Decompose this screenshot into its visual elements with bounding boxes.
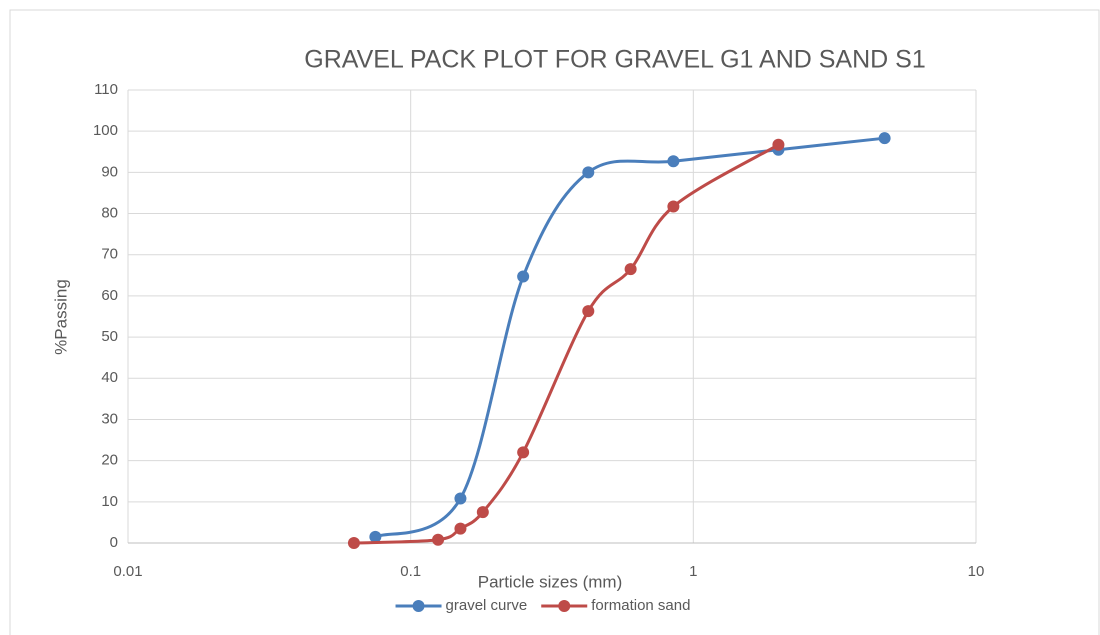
- y-tick-label: 10: [101, 493, 118, 510]
- data-point: [878, 132, 891, 145]
- x-tick-label: 0.01: [113, 563, 142, 580]
- y-tick-label: 80: [101, 205, 118, 222]
- y-tick-label: 20: [101, 452, 118, 469]
- legend-item: gravel curve: [395, 597, 528, 614]
- y-tick-label: 40: [101, 369, 118, 386]
- chart-frame: [9, 9, 1100, 635]
- data-point: [582, 166, 595, 179]
- x-axis-label: Particle sizes (mm): [478, 572, 623, 591]
- legend-item: formation sand: [541, 597, 690, 614]
- data-point: [476, 506, 489, 519]
- data-point: [624, 263, 637, 276]
- y-tick-label: 30: [101, 410, 118, 427]
- y-tick-label: 100: [93, 122, 118, 139]
- y-tick-label: 0: [110, 534, 118, 551]
- data-point: [772, 138, 785, 151]
- legend-label: gravel curve: [446, 597, 528, 614]
- x-tick-label: 0.1: [400, 563, 421, 580]
- data-point: [582, 305, 595, 318]
- y-tick-label: 90: [101, 163, 118, 180]
- chart-title: GRAVEL PACK PLOT FOR GRAVEL G1 AND SAND …: [304, 46, 925, 74]
- data-point: [347, 537, 360, 549]
- legend-marker: [412, 600, 425, 612]
- data-point: [517, 270, 530, 283]
- legend-marker: [558, 600, 571, 612]
- data-point: [454, 492, 467, 505]
- y-tick-label: 70: [101, 246, 118, 263]
- y-axis-label: %Passing: [51, 279, 70, 355]
- data-point: [432, 533, 445, 546]
- y-tick-label: 110: [94, 81, 118, 98]
- data-point: [369, 530, 382, 543]
- data-point: [667, 200, 680, 213]
- data-point: [454, 522, 467, 535]
- data-point: [517, 446, 530, 459]
- x-tick-label: 10: [968, 563, 985, 580]
- y-tick-label: 60: [101, 287, 118, 304]
- y-tick-label: 50: [101, 328, 118, 345]
- legend-label: formation sand: [591, 597, 690, 614]
- x-tick-label: 1: [689, 563, 697, 580]
- data-point: [667, 155, 680, 168]
- series-line: [353, 143, 780, 545]
